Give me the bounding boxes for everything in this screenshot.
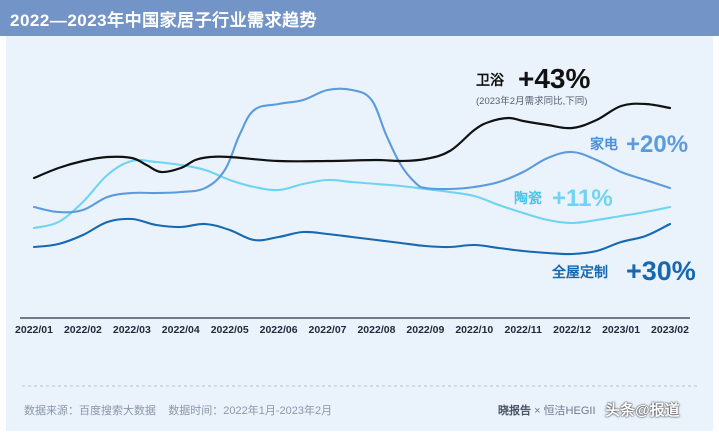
x-tick-label-9: 2022/10 [455, 324, 493, 336]
x-tick-label-0: 2022/01 [15, 324, 53, 336]
partner-label: 恒洁HEGII [543, 405, 596, 417]
series-value-bath: +43% [518, 63, 590, 94]
cross-label: × [534, 405, 541, 417]
series-line-custom [32, 217, 672, 256]
series-value-appliance: +20% [626, 131, 688, 158]
x-tick-label-12: 2023/01 [602, 324, 640, 336]
series-line-bath [32, 102, 672, 180]
watermark: 头条@报道 [605, 402, 680, 419]
x-tick-label-8: 2022/09 [406, 324, 444, 336]
chart-panel [6, 36, 713, 431]
x-tick-label-13: 2023/02 [651, 324, 689, 336]
series-value-ceramic: +11% [552, 185, 613, 212]
period-label: 数据时间：2022年1月-2023年2月 [168, 405, 333, 417]
x-tick-label-5: 2022/06 [260, 324, 298, 336]
title-bar: 2022—2023年中国家居子行业需求趋势 [0, 0, 719, 36]
series-name-custom: 全屋定制 [551, 264, 608, 280]
footer-source: 数据来源：百度搜索大数据 数据时间：2022年1月-2023年2月 [24, 402, 332, 418]
source-label: 数据来源：百度搜索大数据 [24, 405, 156, 417]
footer-brand: 晓报告 × 恒洁HEGII [498, 402, 596, 418]
x-tick-label-6: 2022/07 [309, 324, 347, 336]
series-name-ceramic: 陶瓷 [514, 190, 542, 206]
series-note-bath: (2023年2月需求同比,下同) [476, 95, 587, 107]
x-tick-label-4: 2022/05 [211, 324, 249, 336]
x-tick-label-2: 2022/03 [113, 324, 151, 336]
page-title: 2022—2023年中国家居子行业需求趋势 [10, 11, 318, 30]
x-tick-label-11: 2022/12 [553, 324, 591, 336]
x-tick-label-10: 2022/11 [505, 324, 543, 336]
series-name-bath: 卫浴 [476, 72, 505, 88]
series-name-appliance: 家电 [590, 136, 618, 152]
series-value-custom: +30% [626, 256, 696, 286]
x-tick-label-7: 2022/08 [357, 324, 395, 336]
series-line-appliance [32, 87, 672, 214]
x-tick-label-3: 2022/04 [162, 324, 200, 336]
brand-label: 晓报告 [498, 405, 531, 417]
x-tick-label-1: 2022/02 [64, 324, 102, 336]
